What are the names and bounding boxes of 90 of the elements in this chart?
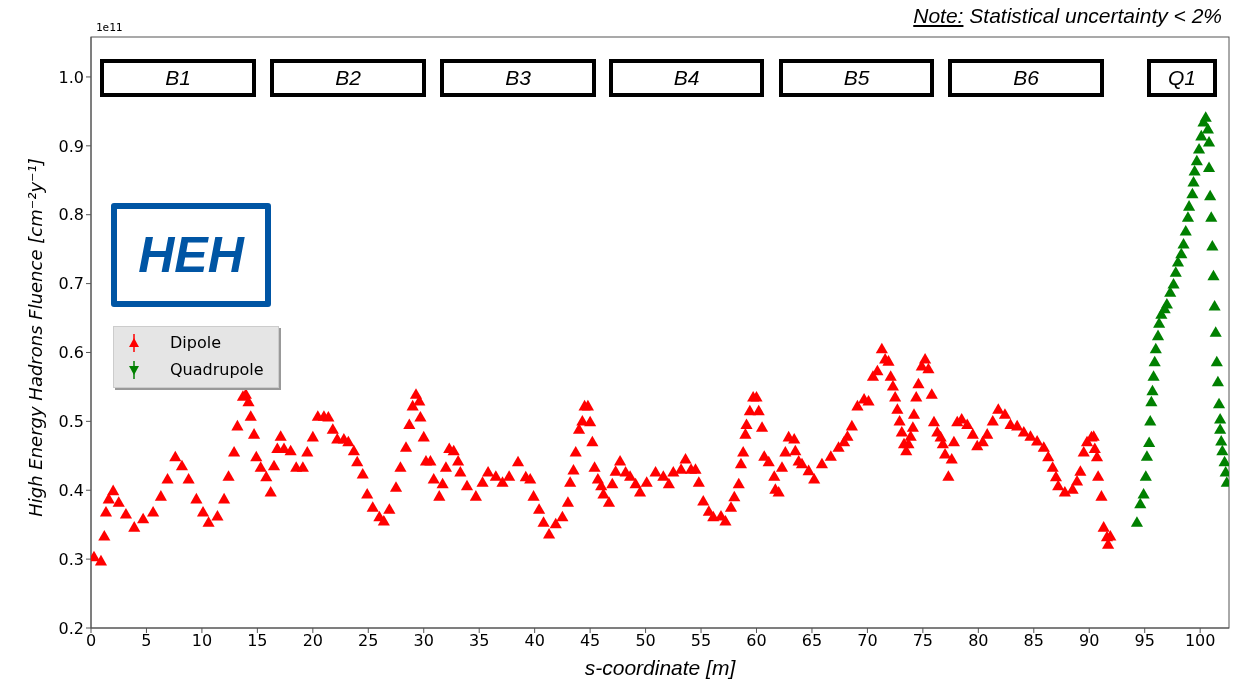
x-tick-label: 5	[141, 631, 152, 651]
point	[1209, 326, 1222, 337]
point	[1188, 164, 1201, 176]
point	[1177, 238, 1190, 249]
annotation: Q1	[1147, 59, 1217, 97]
y-tick-label: 0.8	[58, 205, 84, 225]
y-tick-label: 0.7	[58, 274, 84, 294]
legend-label: Quadrupole	[170, 360, 264, 379]
annotation: B4	[609, 59, 764, 97]
point	[1186, 187, 1199, 199]
point	[1201, 122, 1214, 134]
x-tick-label: 60	[746, 631, 767, 651]
point	[1205, 211, 1218, 222]
point	[1137, 488, 1150, 499]
x-tick-label: 100	[1184, 631, 1216, 651]
point	[1179, 224, 1192, 236]
x-tick-label: 10	[191, 631, 213, 651]
point	[1153, 317, 1166, 328]
legend-label: Dipole	[170, 333, 221, 352]
point	[1143, 436, 1156, 447]
point	[1206, 240, 1219, 251]
x-tick-label: 90	[1079, 631, 1100, 651]
x-tick-label: 85	[1023, 631, 1044, 651]
x-axis-title: s-coordinate [m]	[584, 656, 737, 679]
point	[1214, 412, 1227, 424]
x-tick-label: 25	[358, 631, 379, 651]
point	[1134, 497, 1147, 509]
y-tick-label: 0.6	[58, 343, 84, 363]
point	[1202, 136, 1216, 147]
annotation: B2	[270, 59, 426, 97]
y-tick-label: 0.2	[58, 618, 84, 638]
x-tick-label: 0	[85, 631, 97, 651]
point	[1140, 450, 1153, 461]
point	[1160, 297, 1173, 309]
point	[1169, 266, 1182, 277]
y-tick-label: 0.5	[58, 412, 84, 432]
point	[1149, 342, 1162, 354]
annotation: B3	[440, 59, 596, 97]
text: Note: Statistical uncertainty < 2%	[913, 4, 1222, 28]
point	[1146, 384, 1159, 396]
point	[1144, 415, 1157, 426]
point	[1199, 111, 1212, 122]
annotation: B5	[779, 59, 934, 97]
label-box: HEH	[111, 203, 271, 307]
x-tick-label: 65	[801, 631, 823, 651]
point	[1212, 397, 1226, 409]
point	[1182, 200, 1196, 211]
text: 1e11	[96, 21, 123, 34]
point	[1145, 395, 1158, 407]
point	[1210, 355, 1223, 367]
y-tick-label: 0.4	[58, 480, 84, 500]
point	[1147, 370, 1160, 381]
x-tick-label: 15	[247, 631, 268, 651]
point	[1175, 247, 1188, 259]
point	[1190, 154, 1203, 166]
point	[1202, 161, 1216, 173]
y-tick-label: 0.9	[58, 136, 84, 156]
point	[1148, 355, 1161, 367]
x-tick-label: 80	[968, 631, 989, 651]
y-tick-label: 1.0	[58, 67, 84, 87]
point	[1204, 189, 1217, 201]
point	[1130, 516, 1144, 527]
x-tick-label: 40	[524, 631, 545, 651]
point	[1187, 176, 1200, 187]
point	[1207, 269, 1220, 281]
point	[1216, 444, 1229, 456]
x-tick-label: 30	[413, 631, 434, 651]
point	[1151, 329, 1165, 341]
point	[1211, 375, 1224, 387]
point	[1167, 277, 1180, 289]
point	[1195, 129, 1208, 141]
y-axis-title: High Energy Hadrons Fluence [cm⁻²y⁻¹]	[25, 158, 46, 517]
point	[1181, 211, 1195, 222]
point	[1214, 423, 1227, 434]
point	[1139, 470, 1152, 481]
point	[1208, 299, 1221, 311]
x-tick-label: 35	[469, 631, 490, 651]
point	[1218, 455, 1229, 467]
x-tick-label: 95	[1134, 631, 1155, 651]
x-tick-label: 50	[635, 631, 656, 651]
x-tick-label: 45	[579, 631, 601, 651]
x-tick-label: 75	[912, 631, 934, 651]
point	[1192, 142, 1206, 154]
x-tick-label: 70	[857, 631, 878, 651]
y-tick-label: 0.3	[58, 549, 84, 569]
point	[1215, 435, 1228, 446]
x-tick-label: 55	[690, 631, 712, 651]
x-tick-label: 20	[302, 631, 324, 651]
annotation: B1	[100, 59, 256, 97]
annotation: B6	[948, 59, 1104, 97]
